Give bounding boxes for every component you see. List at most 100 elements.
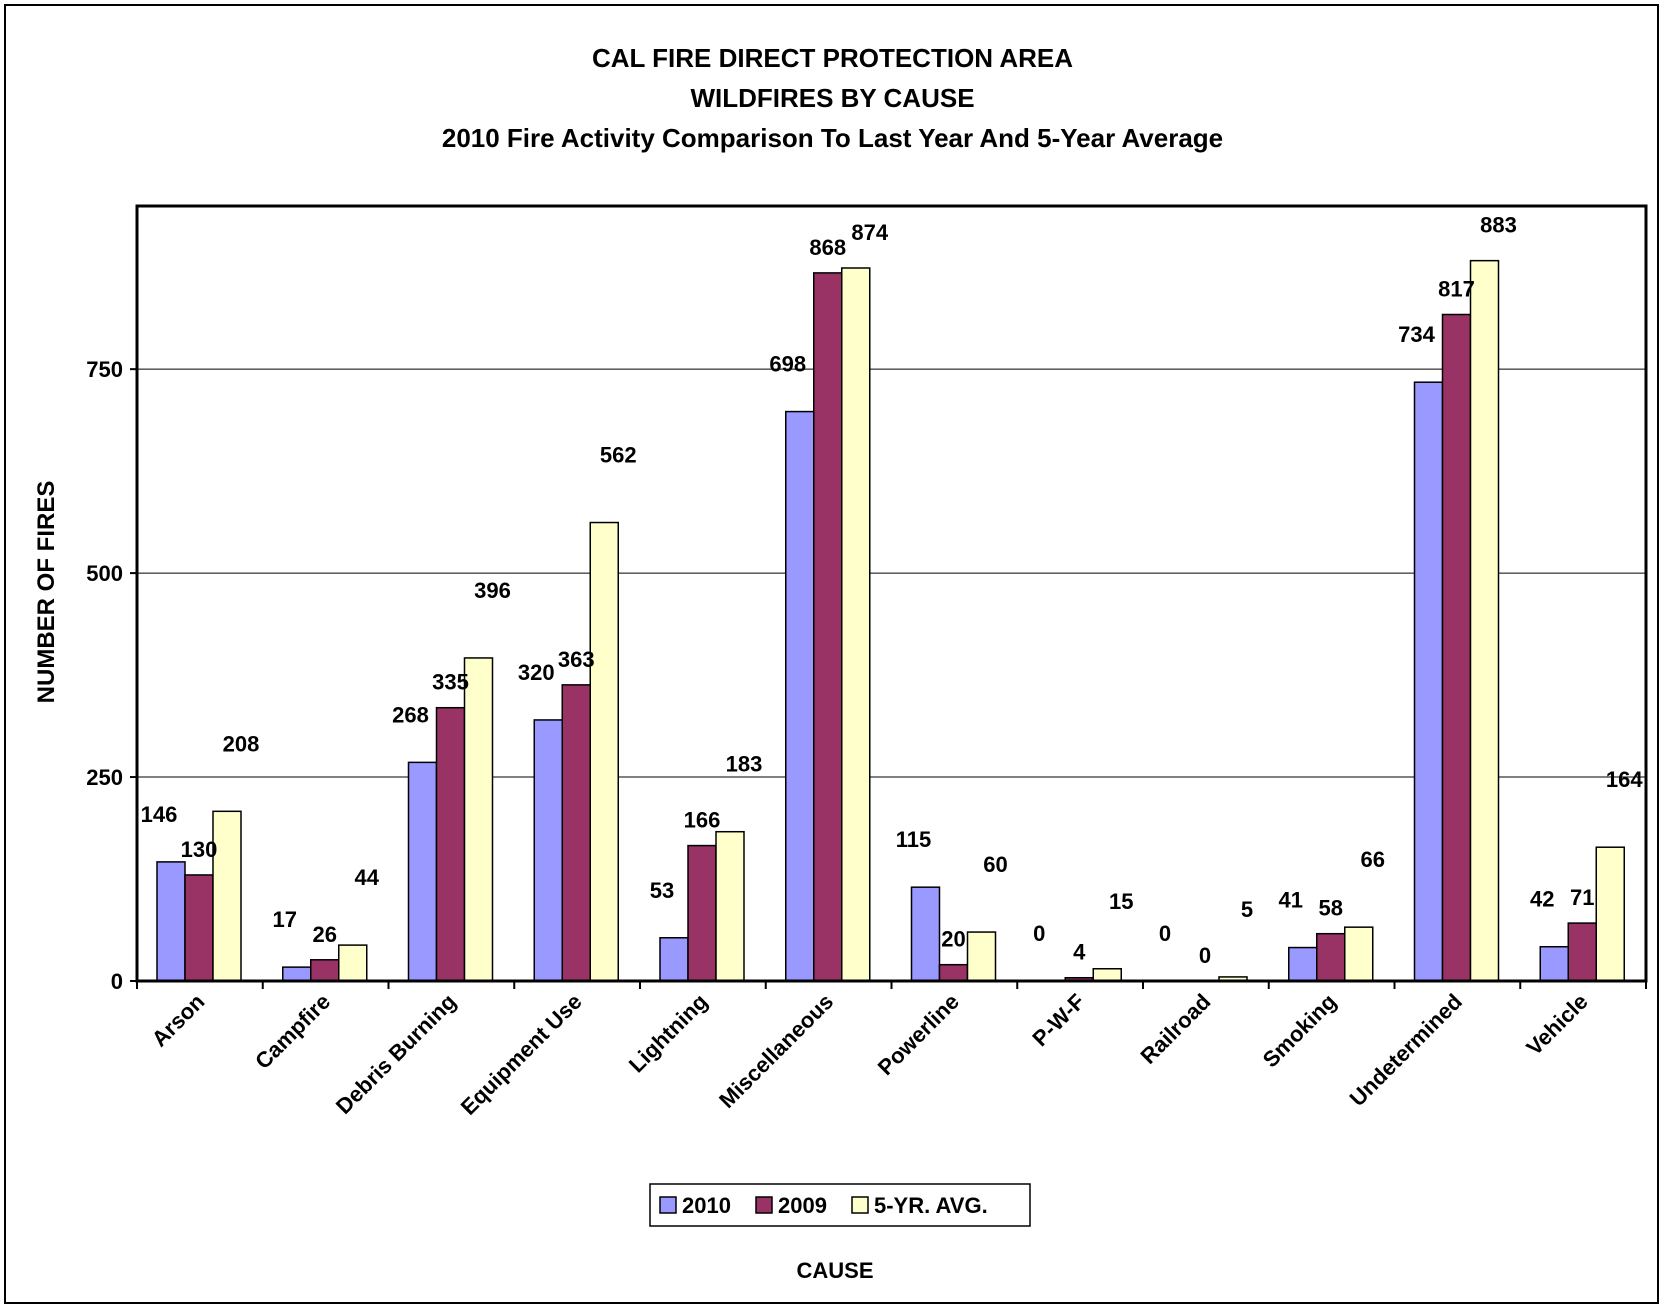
bar bbox=[561, 684, 591, 982]
bar bbox=[841, 267, 871, 982]
legend-label: 2010 bbox=[682, 1193, 731, 1218]
data-label: 698 bbox=[769, 352, 806, 377]
data-label: 0 bbox=[1159, 921, 1171, 946]
bar bbox=[659, 937, 689, 982]
data-label: 817 bbox=[1438, 277, 1475, 302]
bar bbox=[435, 706, 466, 982]
bar bbox=[1288, 946, 1318, 982]
bar bbox=[156, 861, 186, 982]
bar bbox=[966, 931, 997, 982]
bar bbox=[1092, 968, 1122, 982]
legend-label: 2009 bbox=[778, 1193, 827, 1218]
data-label: 0 bbox=[1033, 921, 1045, 946]
data-label: 4 bbox=[1073, 940, 1086, 965]
bar bbox=[589, 521, 619, 982]
data-label: 562 bbox=[600, 443, 637, 468]
y-tick-label: 0 bbox=[111, 969, 123, 994]
chart-subtitle: WILDFIRES BY CAUSE bbox=[690, 83, 975, 113]
bar bbox=[1316, 932, 1346, 982]
gridlines bbox=[137, 368, 1646, 778]
bar bbox=[1595, 846, 1625, 982]
bar bbox=[310, 959, 340, 982]
bar bbox=[1413, 381, 1444, 982]
data-label: 60 bbox=[983, 852, 1007, 877]
bar bbox=[407, 761, 438, 982]
data-label: 335 bbox=[432, 670, 469, 695]
bar bbox=[687, 844, 717, 982]
data-label: 71 bbox=[1570, 885, 1594, 910]
bar bbox=[785, 410, 815, 982]
data-label: 320 bbox=[518, 660, 555, 685]
data-label: 874 bbox=[851, 220, 888, 245]
chart-title: CAL FIRE DIRECT PROTECTION AREA bbox=[591, 43, 1073, 73]
data-label: 396 bbox=[474, 578, 511, 603]
x-tick-label: Smoking bbox=[1258, 989, 1341, 1072]
x-tick-label: Undetermined bbox=[1345, 989, 1467, 1111]
data-label: 883 bbox=[1480, 213, 1517, 238]
data-label: 41 bbox=[1279, 888, 1303, 913]
y-tick-label: 750 bbox=[86, 357, 123, 382]
data-label: 20 bbox=[941, 927, 965, 952]
y-axis-title: NUMBER OF FIRES bbox=[33, 481, 60, 704]
bar bbox=[212, 810, 242, 982]
bar bbox=[1441, 313, 1472, 982]
data-label: 130 bbox=[181, 837, 218, 862]
x-axis-title: CAUSE bbox=[796, 1258, 873, 1283]
bar bbox=[282, 966, 312, 982]
y-tick-label: 500 bbox=[86, 561, 123, 586]
x-tick-label: Vehicle bbox=[1521, 989, 1592, 1060]
data-label: 208 bbox=[223, 731, 260, 756]
legend-label: 5-YR. AVG. bbox=[874, 1193, 988, 1218]
x-tick-label: Equipment Use bbox=[456, 989, 587, 1120]
data-label: 42 bbox=[1530, 887, 1554, 912]
x-tick-label: Arson bbox=[147, 989, 210, 1052]
y-tick-label: 250 bbox=[86, 765, 123, 790]
legend-swatch bbox=[851, 1196, 869, 1214]
data-label: 363 bbox=[558, 647, 595, 672]
bar bbox=[1469, 259, 1500, 982]
bar bbox=[463, 657, 494, 982]
bar bbox=[938, 963, 969, 982]
legend-box bbox=[649, 1183, 1031, 1227]
data-label: 44 bbox=[355, 865, 380, 890]
data-label: 17 bbox=[273, 907, 297, 932]
x-tick-label: Powerline bbox=[873, 989, 964, 1080]
bar bbox=[715, 830, 745, 982]
x-tick-label: Railroad bbox=[1135, 989, 1215, 1069]
data-label: 166 bbox=[684, 808, 721, 833]
bar bbox=[1344, 926, 1374, 982]
data-label: 115 bbox=[896, 827, 932, 852]
bar bbox=[184, 874, 214, 982]
x-tick-label: Debris Burning bbox=[331, 989, 461, 1119]
x-tick-label: P-W-F bbox=[1027, 989, 1089, 1051]
data-label: 734 bbox=[1398, 322, 1435, 347]
bar bbox=[338, 944, 368, 982]
legend: 2010 2009 5-YR. AVG. bbox=[649, 1183, 1031, 1227]
chart-subtitle-2: 2010 Fire Activity Comparison To Last Ye… bbox=[441, 123, 1224, 153]
bar bbox=[533, 719, 563, 982]
data-label: 868 bbox=[809, 235, 846, 260]
legend-swatch bbox=[755, 1196, 773, 1214]
data-label: 268 bbox=[392, 702, 429, 727]
data-label: 146 bbox=[141, 802, 178, 827]
bars bbox=[156, 259, 1625, 982]
data-label: 5 bbox=[1241, 897, 1253, 922]
data-label: 53 bbox=[650, 878, 674, 903]
x-tick-label: Miscellaneous bbox=[714, 989, 838, 1113]
data-label: 15 bbox=[1109, 889, 1133, 914]
x-tick-label: Campfire bbox=[250, 989, 335, 1074]
bar bbox=[910, 886, 941, 982]
data-label: 183 bbox=[726, 752, 763, 777]
title-block: CAL FIRE DIRECT PROTECTION AREA WILDFIRE… bbox=[0, 38, 1665, 158]
bar bbox=[1539, 945, 1569, 982]
data-label: 66 bbox=[1361, 847, 1385, 872]
data-label: 58 bbox=[1319, 896, 1343, 921]
data-label: 26 bbox=[313, 922, 337, 947]
data-label: 0 bbox=[1199, 943, 1211, 968]
bar bbox=[813, 272, 843, 982]
bar bbox=[1567, 922, 1597, 982]
data-label: 164 bbox=[1606, 767, 1643, 792]
legend-swatch bbox=[659, 1196, 677, 1214]
x-tick-label: Lightning bbox=[624, 989, 713, 1078]
